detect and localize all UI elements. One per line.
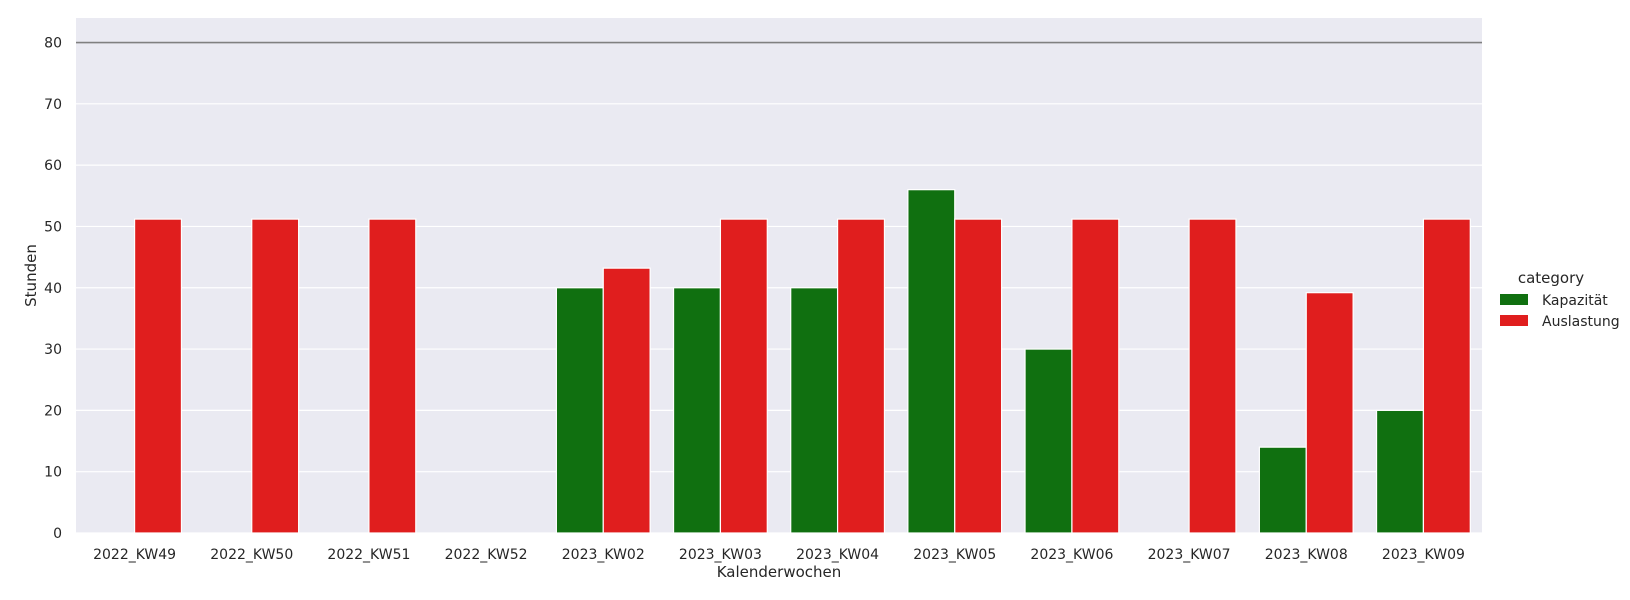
- x-tick-label: 2023_KW02: [562, 547, 645, 563]
- bar-auslastung: [836, 218, 886, 534]
- bar-auslastung: [1422, 218, 1471, 534]
- bar-kapazitaet: [1024, 348, 1073, 534]
- legend-title: category: [1518, 269, 1584, 287]
- legend-label: Auslastung: [1542, 314, 1620, 330]
- bar-auslastung: [1305, 292, 1354, 534]
- y-tick-label: 30: [44, 342, 62, 358]
- legend-swatch: [1500, 315, 1528, 326]
- y-tick-label: 60: [44, 158, 62, 174]
- y-axis-label: Stunden: [22, 244, 40, 307]
- y-axis-ticks: 0 10 20 30 40 50 60 70 80: [44, 36, 62, 542]
- x-axis-label: Kalenderwochen: [717, 563, 842, 581]
- bar-kapazitaet: [907, 189, 956, 534]
- y-tick-label: 20: [44, 403, 62, 419]
- x-tick-label: 2022_KW49: [93, 547, 176, 563]
- x-axis-ticks: 2022_KW49 2022_KW50 2022_KW51 2022_KW52 2023…: [93, 547, 1465, 563]
- bar-auslastung: [719, 218, 768, 534]
- x-tick-label: 2023_KW07: [1148, 547, 1231, 563]
- bar-kapazitaet: [1375, 409, 1425, 534]
- bar-auslastung: [1188, 218, 1237, 534]
- bar-auslastung: [133, 218, 183, 534]
- y-tick-label: 0: [53, 526, 62, 542]
- x-tick-label: 2022_KW51: [327, 547, 410, 563]
- legend-label: Kapazität: [1542, 293, 1608, 309]
- x-tick-label: 2023_KW04: [796, 547, 879, 563]
- y-tick-label: 70: [44, 97, 62, 113]
- x-tick-label: 2022_KW50: [210, 547, 293, 563]
- x-tick-label: 2023_KW05: [913, 547, 996, 563]
- bars: [133, 189, 1471, 534]
- legend-swatch: [1500, 294, 1528, 305]
- y-tick-label: 50: [44, 219, 62, 235]
- bar-auslastung: [602, 267, 651, 534]
- bar-auslastung: [954, 218, 1003, 534]
- bar-auslastung: [368, 218, 417, 534]
- x-tick-label: 2023_KW08: [1265, 547, 1348, 563]
- bar-kapazitaet: [1258, 446, 1307, 534]
- bar-kapazitaet: [555, 287, 604, 534]
- x-tick-label: 2023_KW03: [679, 547, 762, 563]
- x-tick-label: 2023_KW09: [1382, 547, 1465, 563]
- bar-auslastung: [251, 218, 300, 534]
- bar-kapazitaet: [790, 287, 839, 534]
- y-tick-label: 10: [44, 465, 62, 481]
- bar-auslastung: [1071, 218, 1120, 534]
- y-tick-label: 40: [44, 281, 62, 297]
- bar-kapazitaet: [672, 287, 722, 534]
- legend: category Kapazität Auslastung: [1500, 269, 1620, 330]
- x-tick-label: 2022_KW52: [445, 547, 528, 563]
- y-tick-label: 80: [44, 36, 62, 52]
- x-tick-label: 2023_KW06: [1030, 547, 1113, 563]
